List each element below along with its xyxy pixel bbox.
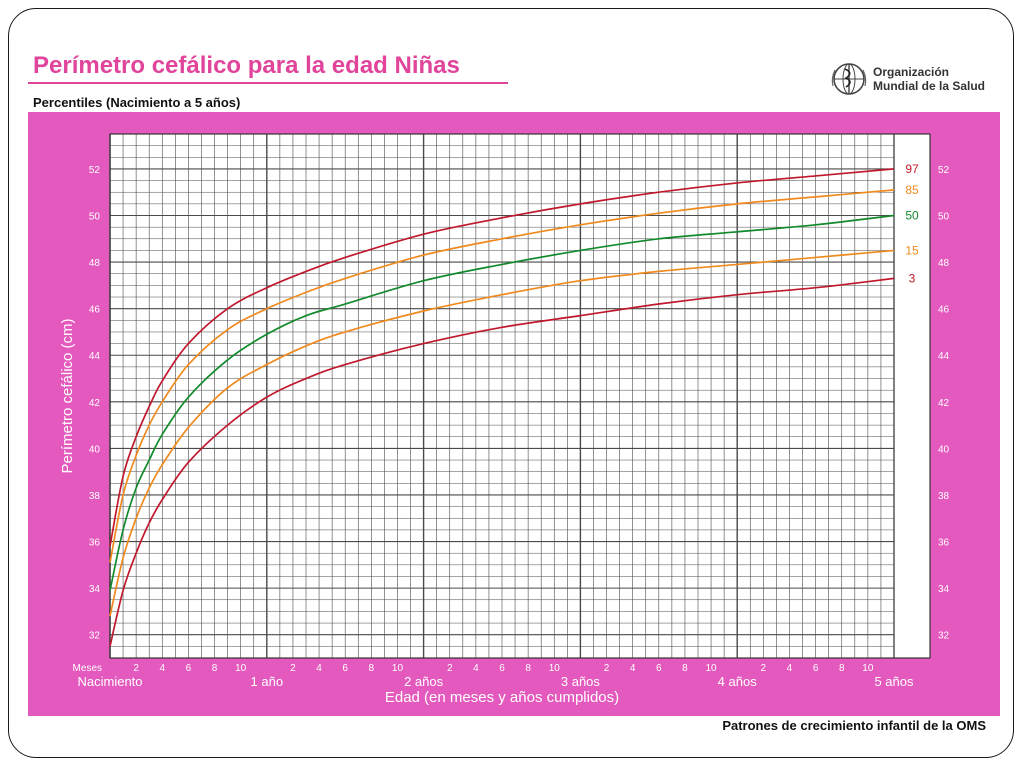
- y-tick-label-left: 40: [89, 444, 101, 455]
- y-tick-label-left: 38: [89, 491, 101, 502]
- x-month-tick-label: 8: [839, 663, 845, 674]
- x-month-tick-label: 10: [706, 663, 718, 674]
- y-tick-label-left: 42: [89, 398, 101, 409]
- y-tick-label-right: 46: [938, 305, 950, 316]
- x-month-tick-label: 4: [159, 663, 165, 674]
- y-tick-label-left: 52: [89, 165, 101, 176]
- y-tick-label-right: 52: [938, 165, 950, 176]
- x-unit-label: Meses: [73, 663, 102, 674]
- series-label-p97: 97: [905, 162, 919, 176]
- y-tick-label-right: 32: [938, 631, 950, 642]
- series-line-p97: [109, 168, 895, 547]
- page-title: Perímetro cefálico para la edad Niñas: [33, 52, 460, 79]
- x-month-tick-label: 4: [473, 663, 479, 674]
- who-logo-block: Organización Mundial de la Salud: [830, 60, 1000, 100]
- y-tick-label-right: 34: [938, 584, 950, 595]
- y-tick-label-left: 46: [89, 305, 101, 316]
- y-tick-label-right: 50: [938, 212, 950, 223]
- x-month-tick-label: 2: [761, 663, 767, 674]
- x-month-tick-label: 2: [447, 663, 453, 674]
- x-month-tick-label: 6: [342, 663, 348, 674]
- x-year-label: 2 años: [404, 674, 444, 689]
- percentile-label-strip: [894, 134, 930, 658]
- org-name-line2: Mundial de la Salud: [873, 79, 986, 93]
- series-label-p3: 3: [909, 271, 916, 285]
- footer-note: Patrones de crecimiento infantil de la O…: [722, 718, 986, 733]
- x-year-label: 5 años: [874, 674, 914, 689]
- y-tick-label-left: 36: [89, 538, 101, 549]
- y-tick-label-right: 40: [938, 444, 950, 455]
- x-month-tick-label: 10: [862, 663, 874, 674]
- x-month-tick-label: 10: [549, 663, 561, 674]
- y-tick-label-left: 34: [89, 584, 101, 595]
- series-label-p85: 85: [905, 183, 919, 197]
- x-month-tick-label: 10: [235, 663, 247, 674]
- x-month-tick-label: 6: [656, 663, 662, 674]
- chart-subtitle: Percentiles (Nacimiento a 5 años): [33, 95, 241, 110]
- x-month-tick-label: 10: [392, 663, 404, 674]
- y-axis-label: Perímetro cefálico (cm): [59, 318, 76, 473]
- series-line-p85: [109, 189, 895, 563]
- y-tick-label-right: 44: [938, 351, 950, 362]
- x-month-tick-label: 6: [186, 663, 192, 674]
- series-line-p50: [109, 214, 895, 591]
- x-month-tick-label: 6: [499, 663, 505, 674]
- x-month-tick-label: 6: [813, 663, 819, 674]
- x-month-tick-label: 2: [604, 663, 610, 674]
- title-underline: [28, 82, 508, 84]
- x-month-tick-label: 4: [630, 663, 636, 674]
- x-month-tick-label: 8: [369, 663, 375, 674]
- x-year-label: 1 año: [251, 674, 284, 689]
- x-month-tick-label: 8: [212, 663, 218, 674]
- x-month-tick-label: 2: [133, 663, 139, 674]
- series-label-p15: 15: [905, 243, 919, 257]
- x-month-tick-label: 8: [525, 663, 531, 674]
- plot-border: [109, 133, 931, 659]
- y-tick-label-right: 48: [938, 258, 950, 269]
- org-name-line1: Organización: [873, 65, 950, 79]
- y-tick-label-left: 50: [89, 212, 101, 223]
- who-emblem-icon: [831, 63, 867, 95]
- series-label-p50: 50: [905, 209, 919, 223]
- x-year-label: 3 años: [561, 674, 601, 689]
- series-line-p15: [109, 249, 895, 617]
- y-tick-label-left: 44: [89, 351, 101, 362]
- x-month-tick-label: 4: [787, 663, 793, 674]
- x-month-tick-label: 8: [682, 663, 688, 674]
- series-line-p3: [109, 277, 895, 647]
- x-axis-label: Edad (en meses y años cumplidos): [385, 689, 619, 706]
- chart-container: 32 32 34 34 36 36 38 38 40 40 42 42 44 44 46 46 48 48 50 50…: [28, 112, 1000, 716]
- org-name: Organización Mundial de la Salud: [873, 65, 985, 93]
- y-tick-label-left: 32: [89, 631, 101, 642]
- y-tick-label-left: 48: [89, 258, 101, 269]
- y-tick-label-right: 38: [938, 491, 950, 502]
- x-year-label: 4 años: [718, 674, 758, 689]
- x-month-tick-label: 4: [316, 663, 322, 674]
- y-tick-label-right: 42: [938, 398, 950, 409]
- y-tick-label-right: 36: [938, 538, 950, 549]
- x-year-label: Nacimiento: [77, 674, 142, 689]
- x-month-tick-label: 2: [290, 663, 296, 674]
